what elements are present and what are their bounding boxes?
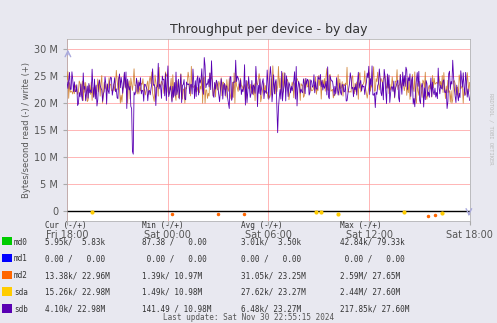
Text: 141.49 / 10.98M: 141.49 / 10.98M [142,305,211,314]
Text: 2.44M/ 27.60M: 2.44M/ 27.60M [340,288,401,297]
Text: 5.95k/  5.83k: 5.95k/ 5.83k [45,237,105,246]
Text: 0.00 /   0.00: 0.00 / 0.00 [45,254,105,263]
Text: sda: sda [14,288,28,297]
Text: Max (-/+): Max (-/+) [340,221,382,230]
Text: sdb: sdb [14,305,28,314]
Text: 15.26k/ 22.98M: 15.26k/ 22.98M [45,288,109,297]
Title: Throughput per device - by day: Throughput per device - by day [169,23,367,36]
Text: 31.05k/ 23.25M: 31.05k/ 23.25M [241,271,306,280]
Text: Avg (-/+): Avg (-/+) [241,221,283,230]
Text: RRDTOOL / TOBI OETIKER: RRDTOOL / TOBI OETIKER [489,93,494,165]
Text: 27.62k/ 23.27M: 27.62k/ 23.27M [241,288,306,297]
Text: 2.59M/ 27.65M: 2.59M/ 27.65M [340,271,401,280]
Text: 1.39k/ 10.97M: 1.39k/ 10.97M [142,271,202,280]
Text: 87.38 /   0.00: 87.38 / 0.00 [142,237,206,246]
Text: md1: md1 [14,254,28,263]
Text: 0.00 /   0.00: 0.00 / 0.00 [241,254,301,263]
Text: 3.01k/  3.50k: 3.01k/ 3.50k [241,237,301,246]
Text: 0.00 /   0.00: 0.00 / 0.00 [142,254,206,263]
Text: 217.85k/ 27.60M: 217.85k/ 27.60M [340,305,410,314]
Text: md2: md2 [14,271,28,280]
Text: 0.00 /   0.00: 0.00 / 0.00 [340,254,405,263]
Text: Min (-/+): Min (-/+) [142,221,183,230]
Text: 1.49k/ 10.98M: 1.49k/ 10.98M [142,288,202,297]
Text: Cur (-/+): Cur (-/+) [45,221,86,230]
Text: Last update: Sat Nov 30 22:55:15 2024: Last update: Sat Nov 30 22:55:15 2024 [163,313,334,322]
Text: 6.48k/ 23.27M: 6.48k/ 23.27M [241,305,301,314]
Text: 4.10k/ 22.98M: 4.10k/ 22.98M [45,305,105,314]
Text: md0: md0 [14,237,28,246]
Text: 42.84k/ 79.33k: 42.84k/ 79.33k [340,237,405,246]
Text: 13.38k/ 22.96M: 13.38k/ 22.96M [45,271,109,280]
Y-axis label: Bytes/second read (-) / write (+): Bytes/second read (-) / write (+) [22,62,31,198]
